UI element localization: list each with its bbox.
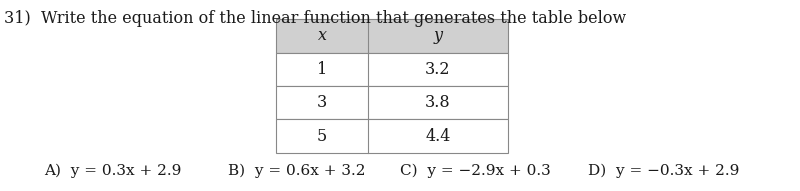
Text: C)  y = −2.9x + 0.3: C) y = −2.9x + 0.3 [400, 163, 550, 178]
Bar [276, 119, 508, 153]
Text: D)  y = −0.3x + 2.9: D) y = −0.3x + 2.9 [588, 163, 739, 178]
Bar [276, 86, 508, 119]
Text: 4.4: 4.4 [426, 128, 450, 145]
Text: 31)  Write the equation of the linear function that generates the table below: 31) Write the equation of the linear fun… [4, 10, 626, 27]
Text: A)  y = 0.3x + 2.9: A) y = 0.3x + 2.9 [44, 163, 182, 178]
Text: 5: 5 [317, 128, 327, 145]
Text: B)  y = 0.6x + 3.2: B) y = 0.6x + 3.2 [228, 163, 366, 178]
Text: 3: 3 [317, 94, 327, 111]
Text: x: x [318, 27, 326, 44]
Bar [276, 53, 508, 86]
Text: 3.8: 3.8 [425, 94, 451, 111]
Text: 3.2: 3.2 [426, 61, 450, 78]
Bar [276, 19, 508, 53]
Text: y: y [434, 27, 442, 44]
Text: 1: 1 [317, 61, 327, 78]
